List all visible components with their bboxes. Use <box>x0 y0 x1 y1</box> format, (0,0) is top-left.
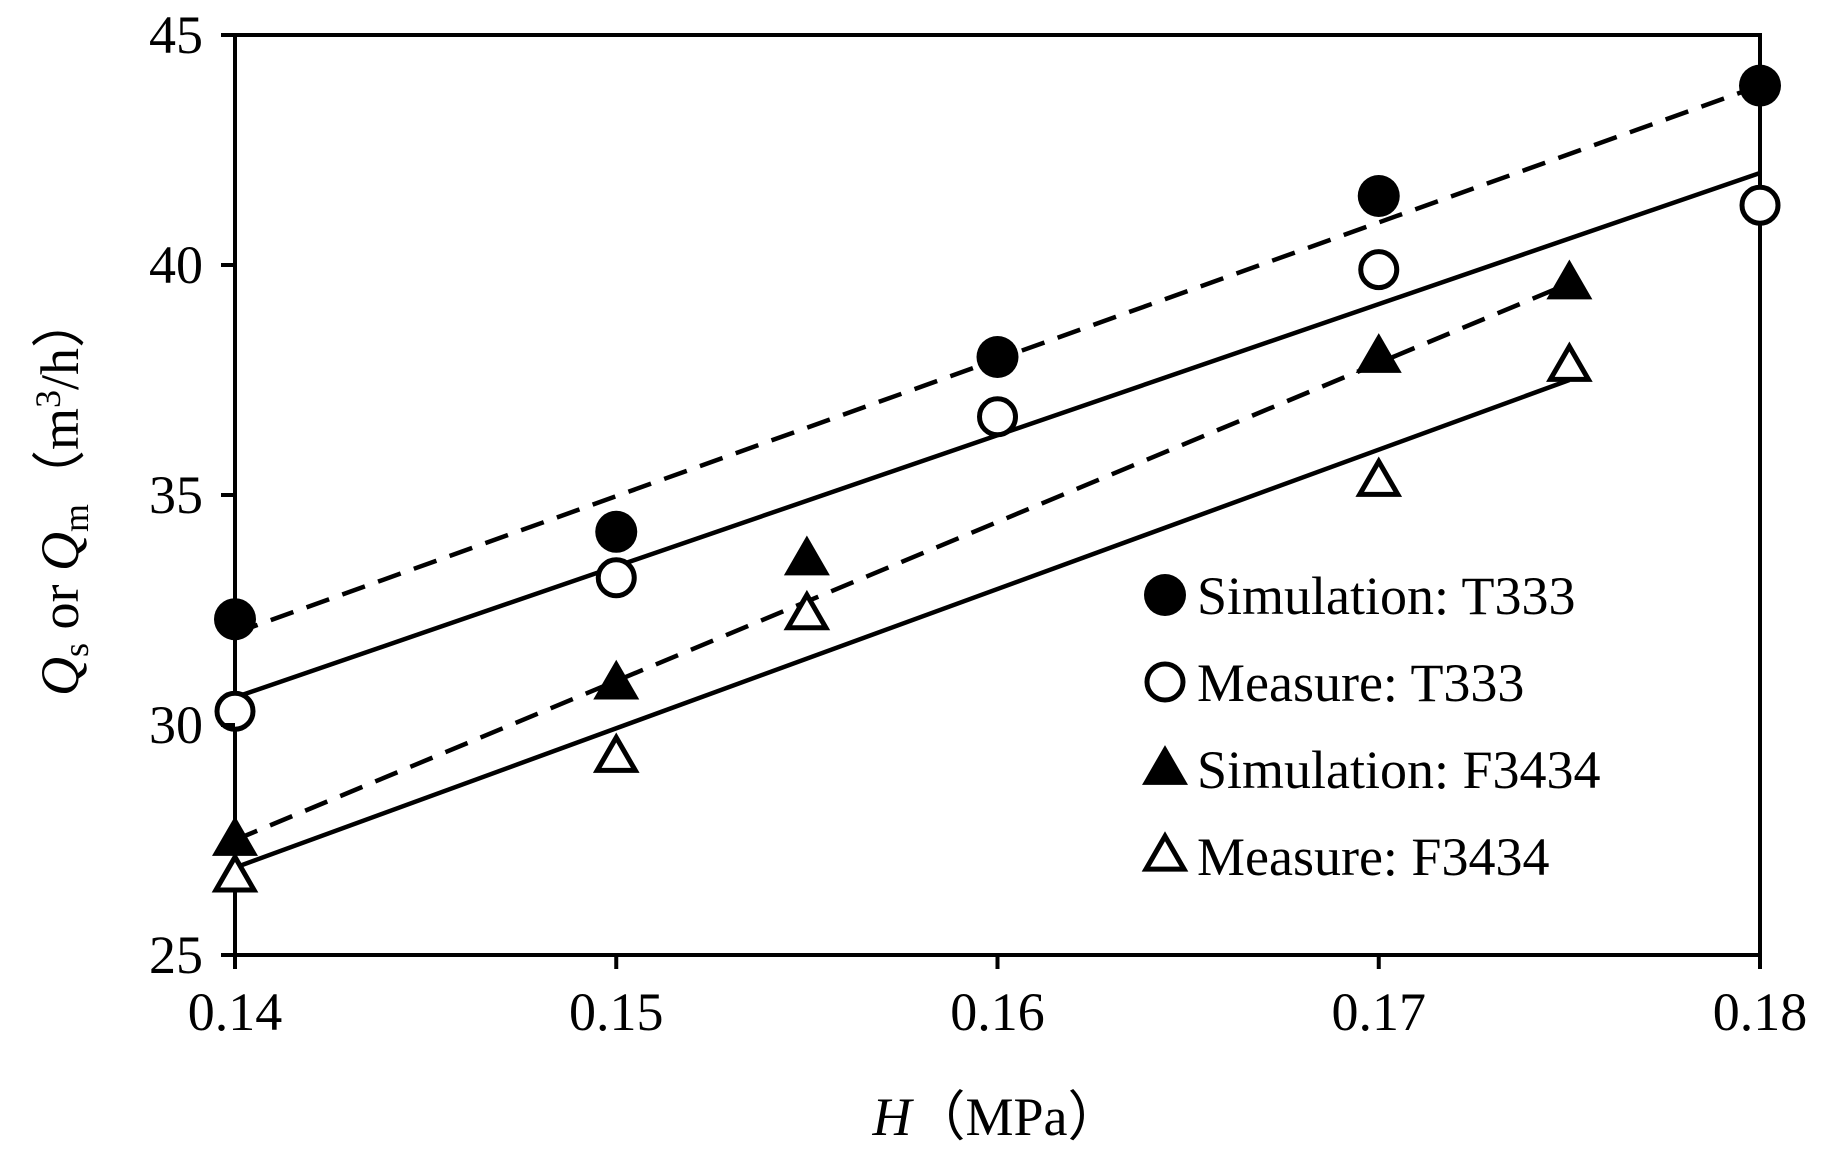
data-point-measure-f3434 <box>211 852 259 893</box>
x-tick-label: 0.17 <box>1332 982 1427 1042</box>
data-point-measure-f3434 <box>783 589 831 631</box>
data-point-measure-f3434 <box>592 732 640 773</box>
data-point-measure-t333 <box>214 690 256 732</box>
data-markers <box>211 64 1781 893</box>
data-point-measure-f3434 <box>1355 456 1403 497</box>
legend-label: Measure: T333 <box>1197 653 1524 713</box>
y-tick-label: 45 <box>149 5 203 65</box>
legend-item-measure-t333: Measure: T333 <box>1144 653 1524 713</box>
legend-label: Simulation: F3434 <box>1197 740 1601 800</box>
y-tick-label: 40 <box>149 235 203 295</box>
data-point-measure-f3434 <box>1546 341 1593 382</box>
data-point-measure-t333 <box>1358 249 1400 291</box>
x-axis-ticks: 0.14 0.15 0.16 0.17 0.18 <box>188 955 1808 1042</box>
data-point-simulation-t333 <box>214 598 256 641</box>
x-tick-label: 0.15 <box>569 982 664 1042</box>
series-simulation-t333 <box>214 64 1781 641</box>
data-point-measure-t333 <box>977 396 1018 438</box>
series-measure-t333 <box>214 184 1781 732</box>
y-axis-ticks: 25 30 35 40 45 <box>149 5 235 985</box>
data-point-simulation-f3434 <box>212 816 258 856</box>
plot-area-frame <box>233 33 1762 957</box>
data-point-simulation-t333 <box>1739 64 1781 107</box>
data-point-simulation-f3434 <box>593 659 640 700</box>
series-measure-f3434 <box>211 341 1593 893</box>
data-point-simulation-t333 <box>595 510 638 553</box>
data-point-measure-t333 <box>1739 184 1781 226</box>
x-axis-label: H（MPa） <box>871 1087 1121 1147</box>
x-tick-label: 0.14 <box>188 982 283 1042</box>
y-tick-label: 35 <box>149 465 203 525</box>
series-simulation-f3434 <box>212 259 1593 856</box>
data-point-simulation-f3434 <box>1355 333 1402 373</box>
legend-item-measure-f3434: Measure: F3434 <box>1141 827 1549 887</box>
fit-line-simulation-f3434 <box>234 281 1571 843</box>
legend-item-simulation-f3434: Simulation: F3434 <box>1142 740 1601 800</box>
data-point-simulation-t333 <box>976 336 1019 378</box>
legend-label: Measure: F3434 <box>1197 827 1549 887</box>
legend-marker-measure-f3434 <box>1141 831 1189 872</box>
x-tick-label: 0.18 <box>1713 982 1808 1042</box>
legend: Simulation: T333 Measure: T333 Simulation:… <box>1141 566 1601 887</box>
fit-line-measure-f3434 <box>234 377 1571 870</box>
data-point-measure-t333 <box>595 557 637 599</box>
legend-label: Simulation: T333 <box>1197 566 1576 626</box>
x-tick-label: 0.16 <box>950 982 1045 1042</box>
y-tick-label: 30 <box>149 695 203 755</box>
y-axis-label: Qs or Qm（m3/h） <box>28 294 96 696</box>
data-point-simulation-f3434 <box>1546 259 1593 300</box>
legend-marker-measure-t333 <box>1144 661 1186 703</box>
legend-marker-simulation-f3434 <box>1142 745 1188 785</box>
legend-item-simulation-t333: Simulation: T333 <box>1144 566 1576 626</box>
legend-marker-simulation-t333 <box>1144 574 1186 616</box>
data-point-simulation-f3434 <box>783 535 830 576</box>
data-point-simulation-t333 <box>1357 175 1400 217</box>
y-tick-label: 25 <box>149 925 203 985</box>
